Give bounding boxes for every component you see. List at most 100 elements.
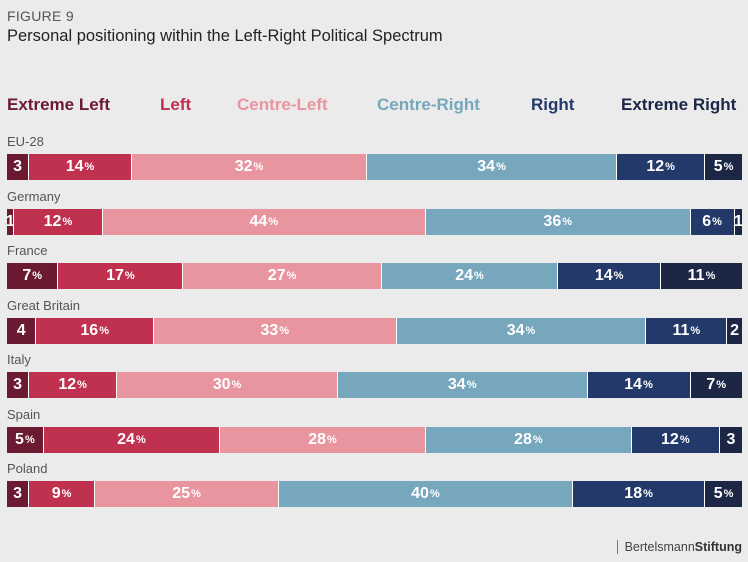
bar-segment-right: 14% — [587, 372, 691, 398]
data-label: 36 — [543, 212, 562, 230]
percent-sign: % — [286, 270, 297, 282]
legend-item-centre-left: Centre-Left — [237, 95, 328, 114]
percent-sign: % — [562, 215, 572, 228]
percent-sign: % — [99, 324, 109, 337]
data-label: 3 — [13, 376, 22, 393]
data-label: 27 — [267, 267, 286, 284]
legend-item-extreme-right: Extreme Right — [621, 95, 737, 114]
percent-sign: % — [77, 379, 87, 391]
data-label: 30 — [212, 376, 231, 393]
data-label: 7 — [706, 376, 716, 393]
data-label: 32 — [234, 158, 253, 175]
bar-segment-centre-right: 34% — [396, 317, 647, 344]
data-label: 17 — [106, 267, 124, 284]
bar-segment-centre-right: 28% — [425, 426, 632, 453]
stacked-bar: 1 12% 44% 36% 6% 1 — [5, 208, 743, 235]
data-label: 14 — [65, 158, 84, 175]
country-label: Spain — [7, 406, 41, 422]
percent-sign: % — [643, 488, 653, 500]
percent-sign: % — [84, 161, 95, 173]
percent-sign: % — [61, 488, 72, 500]
bar-segment-left: 17% — [58, 263, 184, 289]
data-label: 3 — [726, 430, 736, 448]
stacked-bar: 3 9% 25% 40% 18% 5% — [7, 481, 742, 507]
bar-segment-centre-right: 24% — [381, 263, 559, 289]
bar-segment-left: 12% — [14, 208, 103, 235]
bar-segment-left: 16% — [36, 317, 154, 344]
percent-sign: % — [327, 433, 337, 446]
data-label: 33 — [260, 321, 279, 339]
bar-segment-left: 24% — [43, 426, 221, 453]
stacked-bar: 7% 17% 27% 24% 14% 11% — [7, 263, 742, 289]
data-label: 1 — [5, 212, 15, 230]
percent-sign: % — [496, 161, 506, 173]
percent-sign: % — [279, 324, 290, 337]
bar-segment-extreme-left: 4 — [7, 317, 37, 344]
percent-sign: % — [32, 270, 43, 282]
data-label: 5 — [15, 430, 24, 448]
percent-sign: % — [24, 433, 35, 446]
bar-segment-right: 11% — [646, 317, 728, 344]
data-label: 5 — [713, 485, 723, 502]
data-label: 18 — [624, 485, 643, 502]
bar-segment-centre-left: 25% — [95, 481, 279, 507]
stacked-bar: 4 16% 33% 34% 11% 2 — [7, 317, 742, 344]
brand-logo: BertelsmannStiftung — [616, 540, 742, 554]
data-label: 24 — [455, 267, 474, 284]
percent-sign: % — [135, 433, 146, 446]
data-label: 14 — [624, 376, 643, 393]
percent-sign: % — [231, 379, 242, 391]
bar-segment-extreme-left: 7% — [7, 263, 59, 289]
stacked-bar: 3 14% 32% 34% 12% 5% — [7, 154, 742, 180]
data-label: 5 — [713, 158, 723, 175]
percent-sign: % — [191, 488, 201, 500]
legend-item-extreme-left: Extreme Left — [7, 95, 110, 114]
stacked-bar: 5% 24% 28% 28% 12% 3 — [7, 426, 742, 453]
chart-title: Personal positioning within the Left-Rig… — [7, 27, 443, 45]
legend-item-left: Left — [160, 95, 192, 114]
percent-sign: % — [716, 379, 727, 391]
data-label: 6 — [702, 212, 712, 230]
bar-segment-right: 18% — [572, 481, 706, 507]
bar-segment-centre-left: 33% — [153, 317, 397, 344]
bar-segment-extreme-right: 3 — [719, 426, 742, 453]
bar-segment-centre-right: 40% — [278, 481, 573, 507]
legend-item-right: Right — [531, 95, 575, 114]
percent-sign: % — [679, 433, 690, 446]
bar-segment-extreme-right: 7% — [690, 372, 742, 398]
bar-segment-extreme-right: 2 — [727, 317, 742, 344]
percent-sign: % — [525, 324, 536, 337]
bar-segment-extreme-right: 1 — [734, 208, 743, 235]
percent-sign: % — [268, 215, 279, 228]
data-label: 14 — [594, 267, 613, 284]
data-label: 3 — [13, 158, 22, 175]
bar-segment-centre-left: 27% — [183, 263, 382, 289]
percent-sign: % — [474, 270, 484, 282]
data-label: 34 — [506, 321, 525, 339]
bar-segment-right: 12% — [631, 426, 720, 453]
bar-segment-right: 14% — [558, 263, 662, 289]
data-label: 7 — [22, 267, 32, 284]
bar-segment-extreme-right: 5% — [705, 154, 742, 180]
bar-segment-right: 6% — [690, 208, 735, 235]
bar-segment-left: 14% — [29, 154, 132, 180]
percent-sign: % — [723, 488, 734, 500]
percent-sign: % — [665, 161, 675, 173]
data-label: 9 — [51, 485, 61, 502]
bar-segment-extreme-left: 5% — [7, 426, 44, 453]
percent-sign: % — [466, 379, 477, 391]
bar-segment-centre-right: 34% — [337, 372, 588, 398]
country-label: France — [7, 243, 48, 258]
percent-sign: % — [690, 324, 701, 337]
data-label: 34 — [477, 158, 496, 175]
country-label: Germany — [7, 188, 61, 204]
bar-segment-extreme-left: 3 — [7, 372, 30, 398]
bar-segment-centre-left: 44% — [102, 208, 426, 235]
brand-regular: Bertelsmann — [624, 540, 695, 554]
bar-segment-extreme-left: 1 — [5, 208, 15, 235]
stacked-bar: 3 12% 30% 34% 14% 7% — [7, 372, 742, 398]
brand-bold: Stiftung — [694, 540, 742, 554]
bar-segment-centre-left: 28% — [220, 426, 426, 453]
percent-sign: % — [124, 270, 135, 282]
data-label: 2 — [730, 321, 740, 339]
